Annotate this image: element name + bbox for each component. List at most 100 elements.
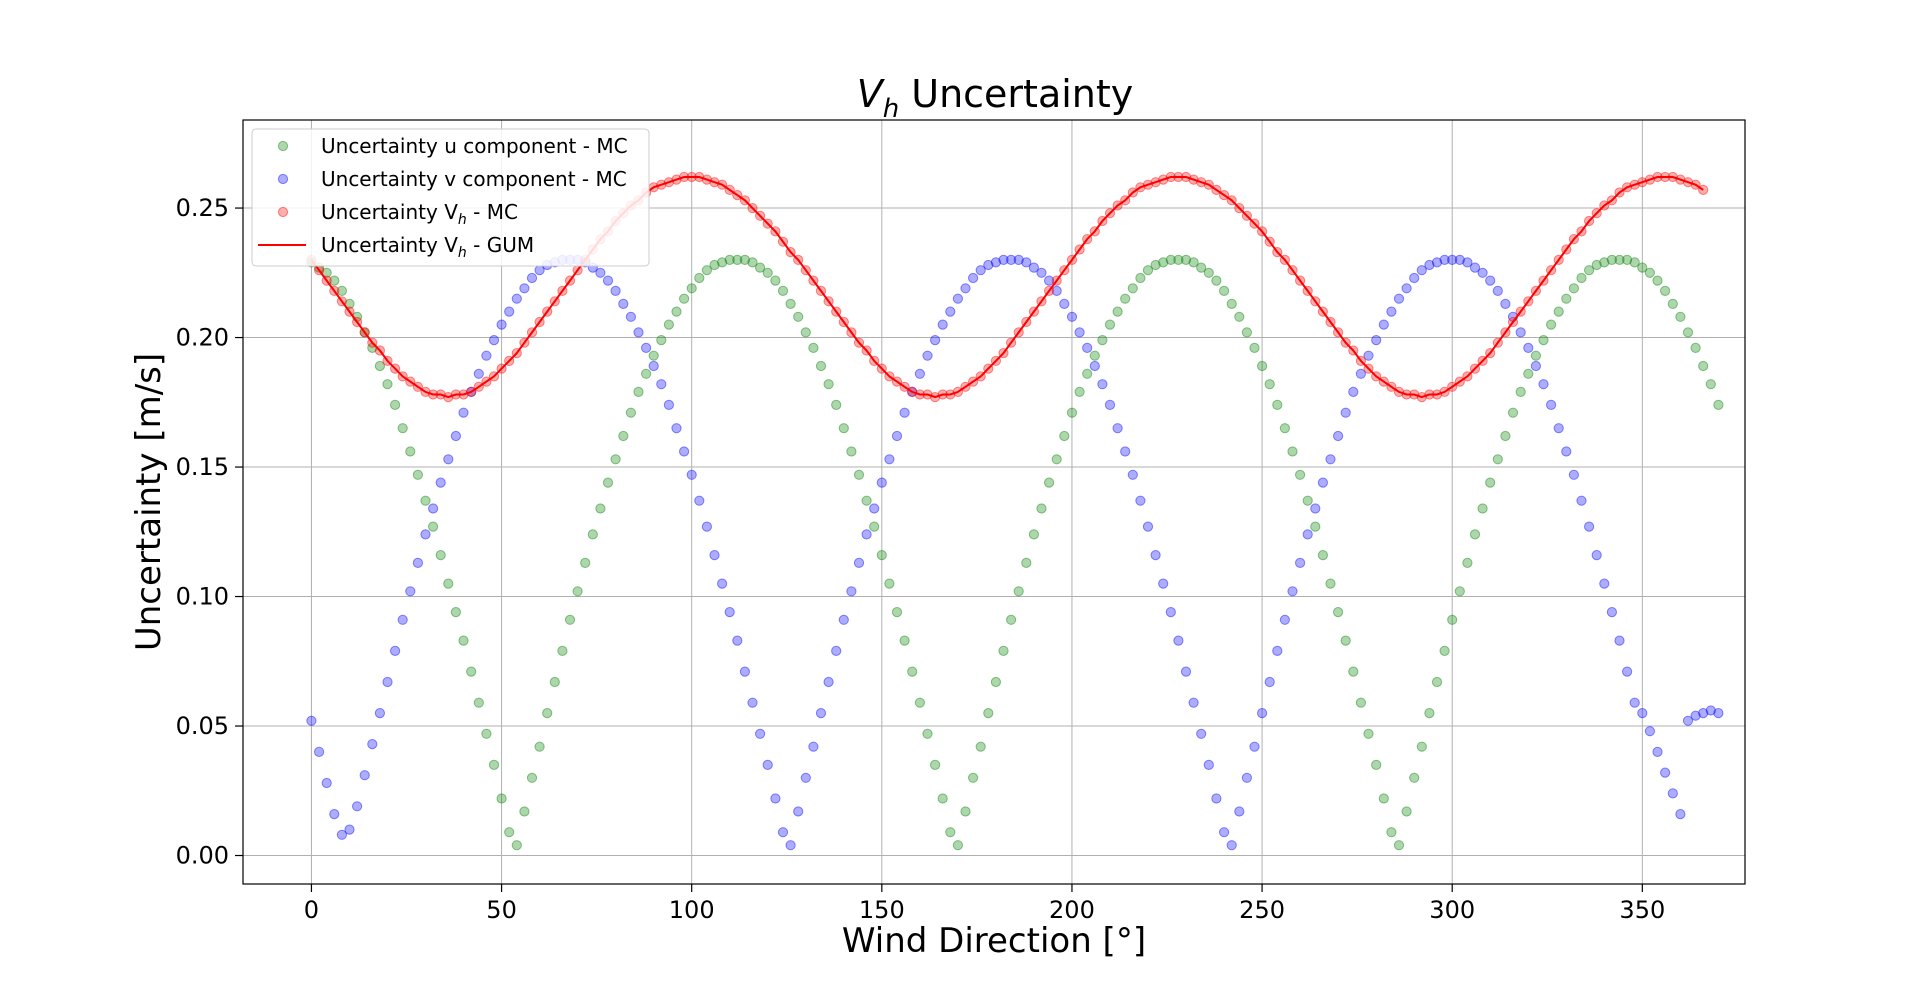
data-point <box>884 454 895 465</box>
data-point <box>1044 275 1055 286</box>
data-point <box>914 697 926 708</box>
data-point <box>755 262 766 273</box>
data-point <box>793 806 804 817</box>
data-point <box>1599 257 1610 268</box>
data-point <box>1180 666 1192 677</box>
data-point <box>466 666 477 677</box>
data-point <box>618 430 629 442</box>
data-point <box>1371 759 1382 771</box>
data-point <box>1180 254 1192 265</box>
data-point <box>1538 335 1549 346</box>
data-point <box>1234 806 1245 817</box>
data-point <box>1150 550 1161 561</box>
data-point <box>701 265 713 276</box>
data-point <box>1713 708 1724 719</box>
data-point <box>1439 645 1450 657</box>
data-point <box>1066 311 1078 322</box>
data-point <box>785 840 796 851</box>
data-point <box>1089 360 1100 372</box>
data-point <box>1021 257 1032 268</box>
data-point <box>1165 607 1176 618</box>
data-point <box>800 327 811 338</box>
data-point <box>656 379 667 390</box>
data-point <box>1127 469 1138 480</box>
data-point <box>1507 407 1519 418</box>
data-point <box>861 529 872 540</box>
data-point <box>443 578 454 589</box>
data-point <box>488 335 500 346</box>
data-point <box>1279 423 1291 434</box>
data-point <box>1211 793 1222 804</box>
data-point <box>1013 254 1024 265</box>
x-tick-label: 50 <box>486 896 517 924</box>
data-point <box>1112 306 1123 317</box>
data-point <box>899 635 910 646</box>
data-point <box>968 772 979 783</box>
data-point <box>853 469 865 480</box>
data-point <box>1637 708 1648 719</box>
data-point <box>800 772 811 783</box>
data-point <box>1660 767 1671 778</box>
data-point <box>1698 360 1709 372</box>
data-point <box>838 614 849 625</box>
data-point <box>1652 746 1663 758</box>
data-point <box>1051 285 1062 296</box>
data-point <box>1561 446 1572 457</box>
data-point <box>930 759 941 771</box>
data-point <box>1333 607 1344 618</box>
data-point <box>1393 293 1405 304</box>
data-point <box>625 311 637 322</box>
plot-frame <box>242 119 1746 885</box>
data-point <box>1348 666 1359 677</box>
data-point <box>1515 386 1526 397</box>
data-point <box>747 257 758 268</box>
data-point <box>1500 430 1511 442</box>
data-point <box>823 676 834 688</box>
data-point <box>1302 495 1313 506</box>
data-point <box>1241 327 1253 338</box>
x-axis-label: Wind Direction [°] <box>842 921 1146 961</box>
x-tick-label: 350 <box>1619 896 1665 924</box>
data-point <box>329 809 340 820</box>
data-point <box>663 319 675 330</box>
data-point <box>1378 319 1389 330</box>
data-point <box>808 741 819 752</box>
data-point <box>526 272 538 284</box>
y-tick-label: 0.15 <box>176 453 229 481</box>
data-point <box>1462 557 1473 569</box>
data-point <box>679 446 690 457</box>
data-point <box>1249 342 1260 353</box>
data-point <box>625 407 637 418</box>
data-point <box>1142 265 1154 276</box>
data-point <box>412 469 423 480</box>
data-point <box>329 275 340 286</box>
data-point <box>1416 265 1427 276</box>
chart-title-sub: h <box>883 94 899 124</box>
data-point <box>770 275 781 286</box>
data-point <box>481 728 492 739</box>
data-point <box>1317 550 1329 561</box>
data-point <box>1675 311 1686 322</box>
data-point <box>945 827 956 838</box>
data-point <box>595 267 606 278</box>
data-point <box>1568 469 1580 480</box>
data-point <box>990 257 1002 268</box>
x-tick-label: 300 <box>1429 896 1475 924</box>
data-point <box>960 283 971 294</box>
data-point <box>564 614 576 625</box>
y-tick-label: 0.10 <box>176 583 229 611</box>
data-point <box>1431 257 1443 268</box>
x-tick-label: 0 <box>304 896 319 924</box>
data-point <box>1355 697 1367 708</box>
data-point <box>1614 635 1625 646</box>
data-point <box>656 335 667 346</box>
data-point <box>1652 275 1663 286</box>
data-point <box>1530 350 1542 361</box>
data-point <box>846 586 857 597</box>
data-point <box>1553 306 1564 317</box>
data-point <box>420 529 431 540</box>
data-point <box>428 503 439 514</box>
data-point <box>496 319 507 330</box>
data-point <box>602 477 614 488</box>
data-point <box>1211 275 1222 286</box>
